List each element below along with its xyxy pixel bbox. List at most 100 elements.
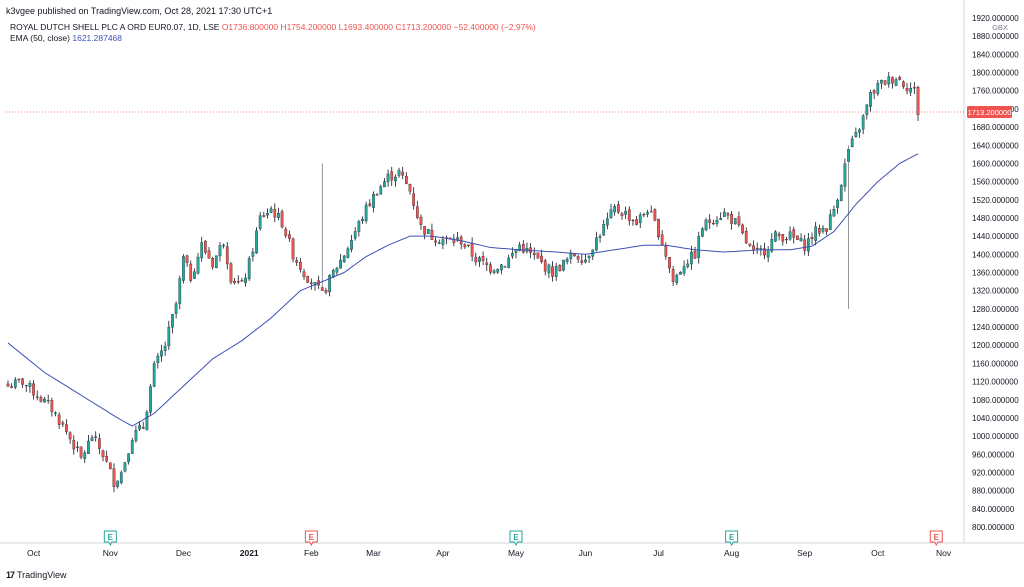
candle [251,248,255,262]
candle [32,380,35,400]
candle [869,89,872,112]
candle [149,384,152,416]
candle [430,223,434,240]
candle [821,225,825,234]
candle [898,75,902,81]
price-tick-label: 1520.000000 [972,196,1019,205]
earnings-marker[interactable]: E [304,530,318,547]
candle [595,231,598,252]
time-tick-label: Oct [27,548,41,558]
candle [390,166,394,187]
candle [68,431,72,444]
candle [478,255,481,267]
candle [295,257,299,267]
candle [876,79,880,96]
candle [880,79,883,89]
candle [28,380,32,393]
svg-text:E: E [309,533,315,542]
price-tick-label: 880.000000 [972,487,1015,496]
candle [646,209,649,218]
candle [229,262,233,285]
candle [485,257,489,271]
candle [313,281,317,291]
candle [894,77,898,87]
candle [711,219,715,225]
time-tick-label: Feb [304,548,319,558]
candle [123,461,127,473]
candle [912,82,916,94]
candle [584,254,587,264]
price-tick-label: 1320.000000 [972,287,1019,296]
candle [525,242,529,254]
candle [277,207,280,221]
ema-value: 1621.287468 [72,33,123,43]
price-tick-label: 1440.000000 [972,232,1019,241]
candle [489,261,492,275]
symbol-title[interactable]: ROYAL DUTCH SHELL PLC A ORD EUR0.07, 1D,… [10,22,220,32]
earnings-marker[interactable]: E [725,530,739,547]
candle [858,128,861,138]
candle [185,254,189,267]
candle [653,208,657,222]
candle [580,254,584,266]
candle [704,217,708,232]
candle [236,275,240,285]
candle [807,232,810,256]
candle [244,273,247,287]
candle [35,390,39,401]
candle [796,235,799,240]
candle [255,227,258,254]
earnings-marker[interactable]: E [929,530,943,547]
candle [744,227,748,244]
candle [682,260,686,276]
earnings-marker[interactable]: E [103,530,117,547]
candle [46,394,50,404]
candle [415,200,419,220]
candle [94,431,98,442]
candle [437,239,441,245]
candle [178,275,182,310]
candle [127,453,130,465]
price-tick-label: 1560.000000 [972,178,1019,187]
candle [211,256,215,270]
candle [302,268,306,280]
candle [350,234,353,253]
candle [909,82,913,97]
candle [558,264,562,272]
candle [576,254,580,264]
chart-legend: ROYAL DUTCH SHELL PLC A ORD EUR0.07, 1D,… [10,22,536,44]
candle [364,201,368,224]
candle [715,216,719,227]
candle [883,80,887,86]
candle [368,199,372,208]
candle [174,301,178,319]
candle [902,80,905,89]
ohlc-open: O1736.800000 [221,22,279,32]
candle [247,256,251,281]
candle [657,218,660,240]
ema-label[interactable]: EMA (50, close) [10,33,70,43]
candle [225,242,229,270]
candle [207,247,211,259]
earnings-marker[interactable]: E [509,530,523,547]
candle [642,212,646,218]
candle [638,212,642,229]
candle [17,378,21,383]
candle [171,313,174,334]
candle [138,421,141,432]
tradingview-logo[interactable]: 17 TradingView [6,570,67,580]
candle [54,411,57,417]
price-chart[interactable]: 800.000000 840.000000 880.000000 920.000000… [0,0,1024,560]
time-tick-label: Mar [366,548,381,558]
candle [346,246,350,259]
candle [101,449,105,462]
candle [536,252,540,259]
candle [203,239,207,255]
candle [507,254,511,269]
candle [788,226,792,241]
last-price-layer: 1713.200000 [6,105,1012,118]
time-axis[interactable]: Oct Nov Dec 2021 Feb Mar Apr May Jun Jul Aug Sep Oct… [0,542,1024,558]
candle [299,257,302,273]
candle [916,85,920,121]
price-axis[interactable]: 800.000000 840.000000 880.000000 920.000000… [963,0,1019,543]
